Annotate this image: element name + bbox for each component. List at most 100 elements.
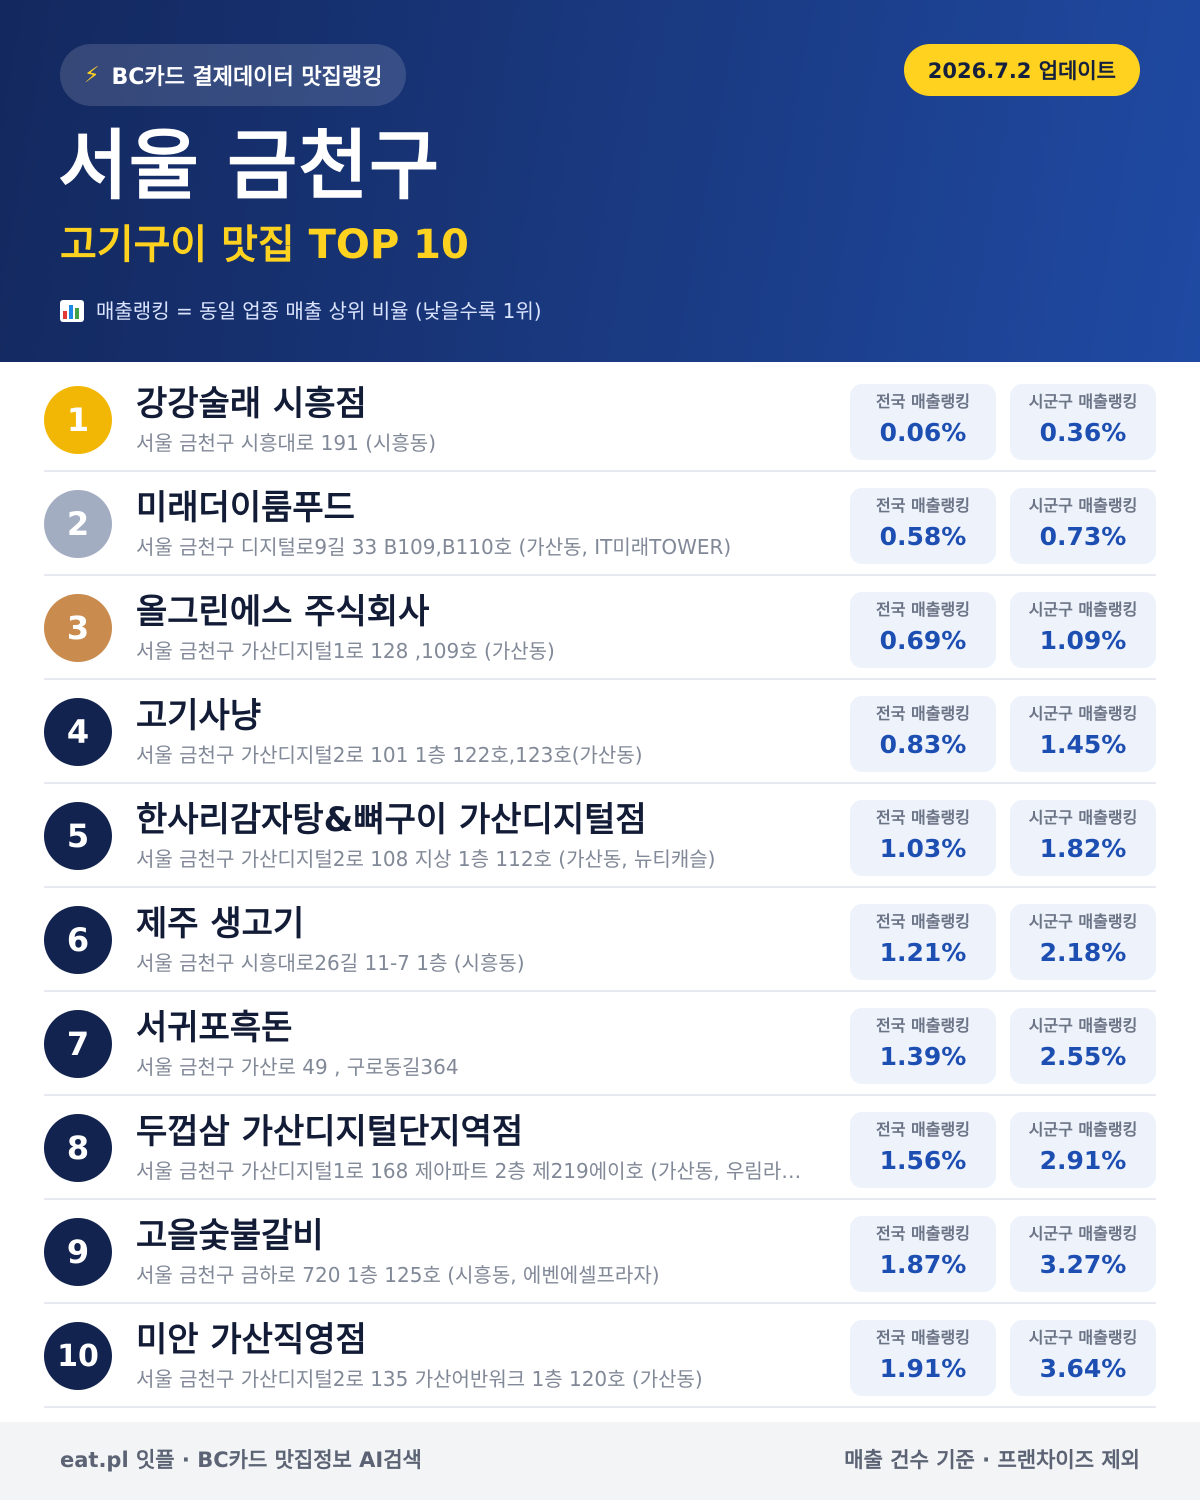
national-rank-box: 전국 매출랭킹 0.58% xyxy=(850,488,996,564)
sigungu-rank-box: 시군구 매출랭킹 3.64% xyxy=(1010,1320,1156,1396)
rank-badge: 1 xyxy=(44,386,112,454)
sigungu-rank-label: 시군구 매출랭킹 xyxy=(1028,600,1138,619)
rank-badge: 6 xyxy=(44,906,112,974)
sigungu-rank-value: 1.82% xyxy=(1039,834,1127,863)
national-rank-box: 전국 매출랭킹 1.03% xyxy=(850,800,996,876)
sigungu-rank-box: 시군구 매출랭킹 2.55% xyxy=(1010,1008,1156,1084)
national-rank-value: 0.58% xyxy=(879,522,967,551)
national-rank-label: 전국 매출랭킹 xyxy=(876,392,970,411)
restaurant-address: 서울 금천구 금하로 720 1층 125호 (시흥동, 에벤에셀프라자) xyxy=(136,1263,660,1287)
sigungu-rank-value: 2.55% xyxy=(1039,1042,1127,1071)
national-rank-label: 전국 매출랭킹 xyxy=(876,808,970,827)
national-rank-value: 1.21% xyxy=(879,938,967,967)
sigungu-rank-value: 3.27% xyxy=(1039,1250,1127,1279)
restaurant-address: 서울 금천구 시흥대로26길 11-7 1층 (시흥동) xyxy=(136,951,525,975)
sigungu-rank-box: 시군구 매출랭킹 1.82% xyxy=(1010,800,1156,876)
sigungu-rank-value: 3.64% xyxy=(1039,1354,1127,1383)
national-rank-box: 전국 매출랭킹 1.87% xyxy=(850,1216,996,1292)
source-badge-label: BC카드 결제데이터 맛집랭킹 xyxy=(111,65,383,90)
national-rank-value: 1.87% xyxy=(879,1250,967,1279)
restaurant-address: 서울 금천구 시흥대로 191 (시흥동) xyxy=(136,431,437,455)
lightning-icon: ⚡ xyxy=(84,62,100,88)
sigungu-rank-label: 시군구 매출랭킹 xyxy=(1028,808,1138,827)
restaurant-address: 서울 금천구 디지털로9길 33 B109,B110호 (가산동, IT미래TO… xyxy=(136,535,732,559)
sigungu-rank-value: 1.09% xyxy=(1039,626,1127,655)
restaurant-address: 서울 금천구 가산디지털2로 101 1층 122호,123호(가산동) xyxy=(136,743,643,767)
restaurant-name[interactable]: 제주 생고기 xyxy=(136,904,305,944)
footer-criteria: 매출 건수 기준 · 프랜차이즈 제외 xyxy=(844,1448,1140,1472)
sigungu-rank-value: 0.36% xyxy=(1039,418,1127,447)
restaurant-name[interactable]: 고기사냥 xyxy=(136,696,262,736)
national-rank-value: 1.91% xyxy=(879,1354,967,1383)
restaurant-address: 서울 금천구 가산디지털1로 168 제아파트 2층 제219에이호 (가산동,… xyxy=(136,1159,816,1183)
national-rank-label: 전국 매출랭킹 xyxy=(876,1120,970,1139)
restaurant-name[interactable]: 강강술래 시흥점 xyxy=(136,384,367,424)
page-title: 서울 금천구 xyxy=(58,121,441,210)
sigungu-rank-label: 시군구 매출랭킹 xyxy=(1028,1120,1138,1139)
rank-badge: 7 xyxy=(44,1010,112,1078)
restaurant-address: 서울 금천구 가산디지털1로 128 ,109호 (가산동) xyxy=(136,639,555,663)
restaurant-name[interactable]: 고을숯불갈비 xyxy=(136,1216,324,1256)
bar-chart-icon xyxy=(60,300,84,322)
restaurant-name[interactable]: 미안 가산직영점 xyxy=(136,1320,367,1360)
national-rank-value: 0.83% xyxy=(879,730,967,759)
sigungu-rank-label: 시군구 매출랭킹 xyxy=(1028,1224,1138,1243)
restaurant-row[interactable]: 2 미래더이룸푸드 서울 금천구 디지털로9길 33 B109,B110호 (가산동… xyxy=(44,472,1156,576)
restaurant-row[interactable]: 5 한사리감자탕&뼈구이 가산디지털점 서울 금천구 가산디지털2로 108 지상 … xyxy=(44,784,1156,888)
national-rank-value: 0.06% xyxy=(879,418,967,447)
sigungu-rank-box: 시군구 매출랭킹 1.09% xyxy=(1010,592,1156,668)
sigungu-rank-value: 1.45% xyxy=(1039,730,1127,759)
national-rank-value: 1.03% xyxy=(879,834,967,863)
sigungu-rank-box: 시군구 매출랭킹 2.91% xyxy=(1010,1112,1156,1188)
sigungu-rank-value: 0.73% xyxy=(1039,522,1127,551)
national-rank-label: 전국 매출랭킹 xyxy=(876,600,970,619)
ranking-note-text: 매출랭킹 = 동일 업종 매출 상위 비율 (낮을수록 1위) xyxy=(96,299,542,323)
sigungu-rank-box: 시군구 매출랭킹 1.45% xyxy=(1010,696,1156,772)
national-rank-value: 1.56% xyxy=(879,1146,967,1175)
sigungu-rank-value: 2.91% xyxy=(1039,1146,1127,1175)
rank-badge: 10 xyxy=(44,1322,112,1390)
rank-badge: 3 xyxy=(44,594,112,662)
sigungu-rank-box: 시군구 매출랭킹 0.36% xyxy=(1010,384,1156,460)
restaurant-address: 서울 금천구 가산로 49 , 구로동길364 xyxy=(136,1055,459,1079)
rank-badge: 5 xyxy=(44,802,112,870)
footer-source: eat.pl 잇플 · BC카드 맛집정보 AI검색 xyxy=(60,1448,422,1472)
sigungu-rank-label: 시군구 매출랭킹 xyxy=(1028,1328,1138,1347)
sigungu-rank-box: 시군구 매출랭킹 2.18% xyxy=(1010,904,1156,980)
ranking-note: 매출랭킹 = 동일 업종 매출 상위 비율 (낮을수록 1위) xyxy=(60,294,542,328)
rank-badge: 4 xyxy=(44,698,112,766)
restaurant-name[interactable]: 두껍삼 가산디지털단지역점 xyxy=(136,1112,524,1152)
restaurant-address: 서울 금천구 가산디지털2로 135 가산어반워크 1층 120호 (가산동) xyxy=(136,1367,703,1391)
national-rank-label: 전국 매출랭킹 xyxy=(876,912,970,931)
sigungu-rank-label: 시군구 매출랭킹 xyxy=(1028,496,1138,515)
restaurant-name[interactable]: 올그린에스 주식회사 xyxy=(136,592,430,632)
national-rank-value: 1.39% xyxy=(879,1042,967,1071)
sigungu-rank-label: 시군구 매출랭킹 xyxy=(1028,392,1138,411)
national-rank-label: 전국 매출랭킹 xyxy=(876,1016,970,1035)
rank-badge: 9 xyxy=(44,1218,112,1286)
national-rank-box: 전국 매출랭킹 0.06% xyxy=(850,384,996,460)
update-date-badge: 2026.7.2 업데이트 xyxy=(903,44,1140,96)
restaurant-row[interactable]: 8 두껍삼 가산디지털단지역점 서울 금천구 가산디지털1로 168 제아파트 2층… xyxy=(44,1096,1156,1200)
restaurant-name[interactable]: 미래더이룸푸드 xyxy=(136,488,355,528)
national-rank-label: 전국 매출랭킹 xyxy=(876,1328,970,1347)
national-rank-box: 전국 매출랭킹 1.21% xyxy=(850,904,996,980)
national-rank-box: 전국 매출랭킹 1.91% xyxy=(850,1320,996,1396)
national-rank-label: 전국 매출랭킹 xyxy=(876,704,970,723)
national-rank-label: 전국 매출랭킹 xyxy=(876,1224,970,1243)
header-banner: ⚡ BC카드 결제데이터 맛집랭킹 2026.7.2 업데이트 서울 금천구 고… xyxy=(0,0,1200,362)
restaurant-name[interactable]: 한사리감자탕&뼈구이 가산디지털점 xyxy=(136,800,647,840)
sigungu-rank-label: 시군구 매출랭킹 xyxy=(1028,912,1138,931)
national-rank-box: 전국 매출랭킹 0.69% xyxy=(850,592,996,668)
national-rank-box: 전국 매출랭킹 0.83% xyxy=(850,696,996,772)
restaurant-name[interactable]: 서귀포흑돈 xyxy=(136,1008,293,1048)
national-rank-box: 전국 매출랭킹 1.56% xyxy=(850,1112,996,1188)
